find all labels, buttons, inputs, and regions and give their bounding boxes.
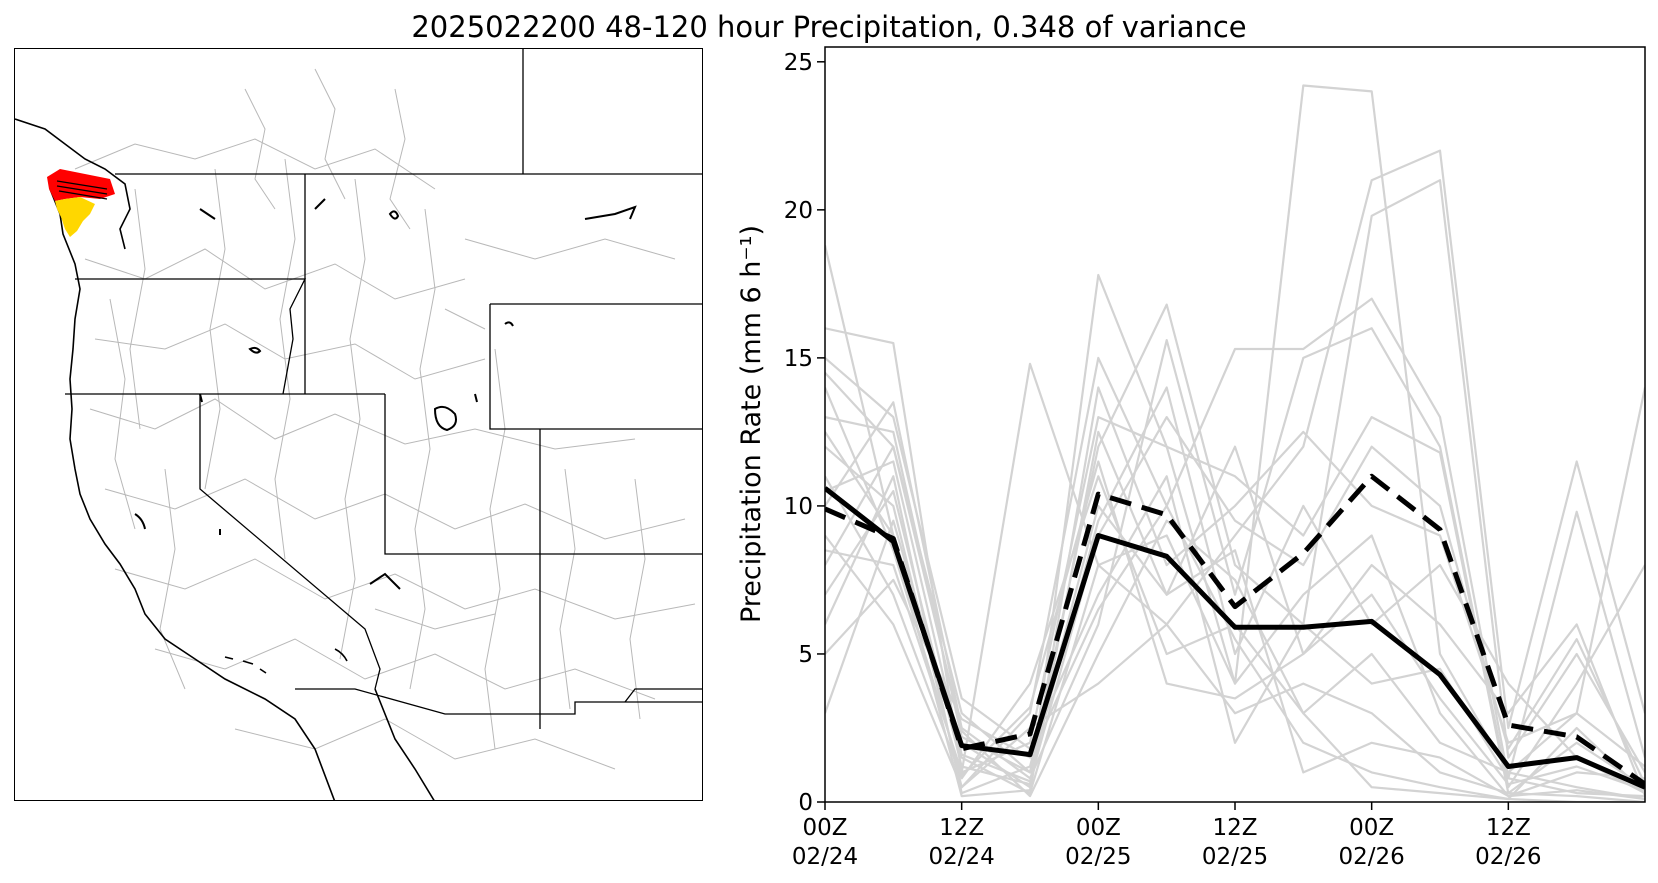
member-line-11 <box>825 534 1645 802</box>
coastline-north <box>15 118 131 250</box>
highlight-basin-yellow <box>55 197 95 237</box>
x-tick-label-time-3: 12Z <box>1212 815 1257 841</box>
highlight-contours <box>56 180 108 200</box>
member-line-16 <box>825 416 1645 785</box>
member-line-3 <box>825 179 1645 774</box>
x-tick-label-date-2: 02/25 <box>1065 844 1131 870</box>
y-tick-label-25: 25 <box>784 50 813 76</box>
y-axis-ticks: 0 5 10 15 20 25 <box>784 50 825 816</box>
coastline <box>49 188 336 800</box>
y-tick-label-15: 15 <box>784 346 813 372</box>
ensemble-members <box>825 84 1645 802</box>
y-tick-label-10: 10 <box>784 494 813 520</box>
y-axis-label: Precipitation Rate (mm 6 h⁻¹) <box>736 225 767 623</box>
member-line-14 <box>825 430 1645 801</box>
x-tick-label-time-5: 12Z <box>1486 815 1531 841</box>
member-line-10 <box>825 386 1645 795</box>
y-tick-label-0: 0 <box>798 790 813 816</box>
basin-map-svg <box>15 49 702 800</box>
basin-boundaries <box>74 68 696 770</box>
x-axis-ticks: 00Z 02/24 12Z 02/24 00Z 02/25 12Z 02/25 00Z 02/26… <box>792 802 1541 870</box>
gulf-coast <box>374 688 435 800</box>
state-boundaries <box>65 49 702 729</box>
member-line-18 <box>825 445 1645 802</box>
islands <box>224 648 348 674</box>
x-tick-label-time-4: 00Z <box>1349 815 1394 841</box>
solid-mean-line <box>825 486 1645 790</box>
member-line-17 <box>825 387 1645 792</box>
lakes <box>134 198 637 590</box>
x-tick-label-time-1: 12Z <box>939 815 984 841</box>
x-tick-label-date-5: 02/26 <box>1475 844 1541 870</box>
x-tick-label-date-4: 02/26 <box>1339 844 1405 870</box>
basin-map <box>14 48 703 801</box>
member-line-13 <box>825 357 1645 798</box>
x-tick-label-time-0: 00Z <box>802 815 847 841</box>
member-line-5 <box>825 327 1645 789</box>
y-tick-label-20: 20 <box>784 198 813 224</box>
member-line-12 <box>825 386 1645 786</box>
dashed-mean-line <box>825 473 1645 787</box>
x-tick-label-time-2: 00Z <box>1076 815 1121 841</box>
x-tick-label-date-0: 02/24 <box>792 844 858 870</box>
y-tick-label-5: 5 <box>798 642 813 668</box>
mean-lines <box>825 473 1645 790</box>
chart-title: 2025022200 48-120 hour Precipitation, 0.… <box>411 10 1247 44</box>
x-tick-label-date-3: 02/25 <box>1202 844 1268 870</box>
x-tick-label-date-1: 02/24 <box>929 844 995 870</box>
